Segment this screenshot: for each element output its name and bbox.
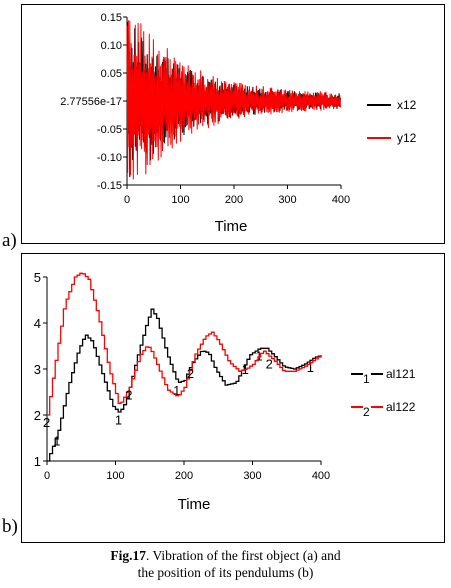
- series-marker-al121: 1: [307, 360, 314, 375]
- legend-marker: 1: [363, 372, 370, 386]
- x-axis-title: Time: [178, 496, 211, 513]
- x-tick-label: 300: [278, 194, 296, 206]
- caption-bold: Fig.17: [110, 548, 146, 563]
- y-tick-label: 4: [34, 316, 41, 331]
- caption-line1: . Vibration of the first object (a) and: [145, 548, 341, 563]
- legend-label: al121: [386, 367, 416, 381]
- y-tick-label: -0.05: [97, 124, 122, 136]
- x-tick-label: 200: [225, 194, 243, 206]
- y-tick-label: 3: [34, 362, 41, 377]
- series-marker-al122: 2: [43, 415, 50, 430]
- series-marker-al121: 1: [53, 433, 60, 448]
- series-marker-al121: 1: [115, 413, 122, 428]
- panel-a-label: a): [2, 230, 17, 251]
- x-tick-label: 0: [44, 470, 50, 482]
- series-line-y12: [126, 20, 341, 180]
- series-marker-al122: 2: [125, 387, 132, 402]
- x-tick-label: 100: [171, 194, 189, 206]
- x-tick-label: 200: [175, 470, 193, 482]
- x-tick-label: 100: [106, 470, 124, 482]
- chart-a: 0.15 0.10 0.05 2.77556e-17 -0.05 -0.10 -0.150 1…: [60, 12, 417, 235]
- series-marker-al122: 2: [266, 357, 273, 372]
- figure-caption: Fig.17. Vibration of the first object (a…: [0, 547, 451, 581]
- series-marker-al121: 1: [255, 348, 262, 363]
- y-tick-label: -0.10: [97, 152, 122, 164]
- legend-label: y12: [397, 131, 417, 145]
- x-tick-label: 0: [124, 194, 130, 206]
- legend-label: al122: [386, 400, 416, 414]
- y-tick-label: 2.77556e-17: [60, 96, 122, 108]
- y-tick-label: 0.05: [101, 68, 122, 80]
- legend-marker: 2: [363, 405, 370, 419]
- y-tick-label: 0.10: [101, 40, 122, 52]
- y-tick-label: 5: [34, 270, 41, 285]
- chart-b-frame: [21, 253, 445, 543]
- chart-a-frame: [21, 4, 445, 244]
- series-marker-al122: 2: [187, 366, 194, 381]
- series-line-al121: [47, 308, 322, 462]
- x-tick-label: 300: [243, 470, 261, 482]
- panel-b-label: b): [2, 516, 18, 537]
- caption-line2: the position of its pendulums (b): [137, 565, 314, 580]
- x-tick-label: 400: [332, 194, 350, 206]
- legend-label: x12: [397, 98, 417, 112]
- x-tick-label: 400: [312, 470, 330, 482]
- series-line-al122: [47, 272, 322, 416]
- y-tick-label: 0.15: [101, 12, 122, 24]
- y-tick-label: 2: [34, 408, 41, 423]
- y-tick-label: 1: [34, 454, 41, 469]
- x-axis-title: Time: [215, 218, 248, 235]
- series-marker-al121: 1: [173, 383, 180, 398]
- y-tick-label: -0.15: [97, 180, 122, 192]
